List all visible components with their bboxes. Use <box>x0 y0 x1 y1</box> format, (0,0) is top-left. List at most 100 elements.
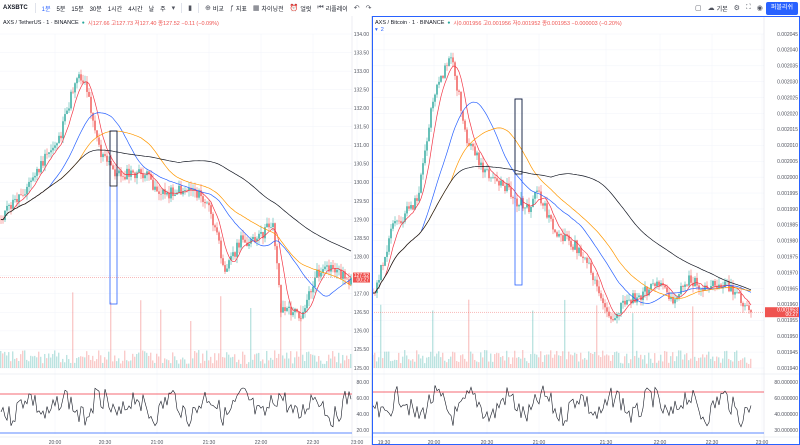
interval-1m[interactable]: 1분 <box>41 6 51 13</box>
price-axis-label: 130.50 <box>354 162 370 168</box>
volume-bar <box>172 352 174 368</box>
candle-body <box>430 108 432 128</box>
chevron-down-icon[interactable]: ▾ <box>171 5 176 12</box>
fullscreen-icon[interactable]: ⛶ <box>745 4 751 11</box>
candle-body <box>502 180 504 186</box>
layout-select-icon[interactable]: ▢ <box>694 5 702 12</box>
candle-body <box>328 265 330 272</box>
volume-bar <box>750 358 752 368</box>
interval-week[interactable]: 주 <box>160 6 166 13</box>
volume-bar <box>558 355 560 368</box>
candle-body <box>100 144 102 158</box>
interval-15m[interactable]: 15분 <box>71 6 84 13</box>
candle-body <box>692 282 694 287</box>
candle-body <box>250 239 252 244</box>
price-axis-label: 126.50 <box>354 310 370 316</box>
volume-bar <box>32 356 34 368</box>
highlight-box <box>109 130 118 187</box>
candle-body <box>104 154 106 156</box>
volume-bar <box>622 363 624 368</box>
interval-5m[interactable]: 5분 <box>56 6 66 13</box>
volume-bar <box>510 363 512 368</box>
right-chart-pane[interactable]: 0.002045 0.002040 0.002035 0.002030 0.002025… <box>372 16 800 445</box>
volume-bar <box>214 353 216 368</box>
volume-bar <box>686 353 688 368</box>
volume-bar <box>512 357 514 368</box>
gear-icon[interactable]: ⚙ <box>733 5 740 12</box>
candle-body <box>76 78 78 84</box>
candle-body <box>592 272 594 281</box>
right-symbol-title[interactable]: AXS / Bitcoin · 1 · BINANCE <box>375 20 445 26</box>
candle-body <box>732 285 734 295</box>
interval-30m[interactable]: 30분 <box>89 6 102 13</box>
volume-bar <box>326 361 328 368</box>
volume-bar <box>722 358 724 368</box>
candle-body <box>240 235 242 248</box>
right-chart-canvas[interactable]: 0.002045 0.002040 0.002035 0.002030 0.002025… <box>372 16 800 445</box>
left-symbol-title[interactable]: AXS / TetherUS · 1 · BINANCE <box>3 20 79 26</box>
volume-bar <box>286 352 288 368</box>
candle-body <box>564 234 566 242</box>
candle-body <box>716 285 718 289</box>
candle-body <box>610 316 612 320</box>
template-button[interactable]: ☁ 기본 <box>705 4 731 13</box>
candle-body <box>214 225 216 228</box>
alert-button[interactable]: ⏰ 얼럿 <box>287 4 315 13</box>
volume-bar <box>504 360 506 368</box>
candle-body <box>128 168 130 177</box>
candle-body <box>632 293 634 304</box>
volume-bar <box>542 361 544 368</box>
price-axis-label: 131.50 <box>354 125 370 131</box>
volume-bar <box>150 352 152 368</box>
candle-body <box>348 279 350 285</box>
candle-body <box>324 266 326 270</box>
volume-bar <box>620 362 622 368</box>
layout-button[interactable]: ▦ 차이닝전 <box>250 4 287 13</box>
bar-countdown-label: 00:27 <box>356 278 369 284</box>
symbol-search-button[interactable]: AXSBTC <box>3 5 28 11</box>
candle-body <box>680 285 682 295</box>
candle-body <box>638 295 640 298</box>
volume-bar <box>246 363 248 368</box>
candle-body <box>642 291 644 301</box>
volume-bar <box>446 362 448 368</box>
publish-button[interactable]: 퍼블리쉬 <box>765 1 798 15</box>
volume-bar <box>562 351 564 368</box>
candle-body <box>344 271 346 279</box>
candle-body <box>150 174 152 180</box>
candle-body <box>122 176 124 178</box>
time-axis-label: 21:00 <box>151 440 164 445</box>
left-chart-pane[interactable]: 134.00 133.50 133.00 132.50 132.00 131.50 131.… <box>0 16 371 445</box>
left-chart-canvas[interactable]: 134.00 133.50 133.00 132.50 132.00 131.50 131.… <box>0 16 371 445</box>
left-ohlc: 시127.66 고127.73 저127.40 종127.52 −0.11 (−… <box>87 21 219 27</box>
redo-icon[interactable]: ↷ <box>365 5 372 12</box>
right-series-toggle[interactable]: ▾ 2 <box>375 27 384 33</box>
camera-icon[interactable]: ◉ <box>756 5 763 12</box>
volume-bar <box>50 357 52 368</box>
candle-body <box>528 204 530 212</box>
replay-button[interactable]: ⏮ 리플레이 <box>314 4 350 13</box>
candle-body <box>590 262 592 273</box>
interval-1h[interactable]: 1시간 <box>107 6 123 13</box>
volume-bar <box>238 359 240 368</box>
volume-bar <box>442 352 444 368</box>
price-axis-label: 129.00 <box>354 217 370 223</box>
volume-bar <box>468 299 470 368</box>
volume-bar <box>206 350 208 368</box>
candle-body <box>196 190 198 198</box>
volume-bar <box>488 361 490 368</box>
compare-button[interactable]: ⊕ 비교 <box>202 4 227 13</box>
candle-body <box>198 190 200 198</box>
volume-bar <box>560 356 562 368</box>
interval-day[interactable]: 날 <box>148 6 155 13</box>
interval-4h[interactable]: 4시간 <box>128 6 143 13</box>
volume-bar <box>24 350 26 368</box>
volume-bar <box>14 358 16 368</box>
candle-body <box>510 187 512 197</box>
pane-divider[interactable] <box>371 16 372 445</box>
indicators-button[interactable]: ƒ 지표 <box>227 4 250 13</box>
candle-body <box>224 265 226 272</box>
candle-style-icon[interactable]: ▮ <box>188 5 193 12</box>
status-dot-icon: ● <box>81 20 85 26</box>
undo-icon[interactable]: ↶ <box>353 5 360 12</box>
